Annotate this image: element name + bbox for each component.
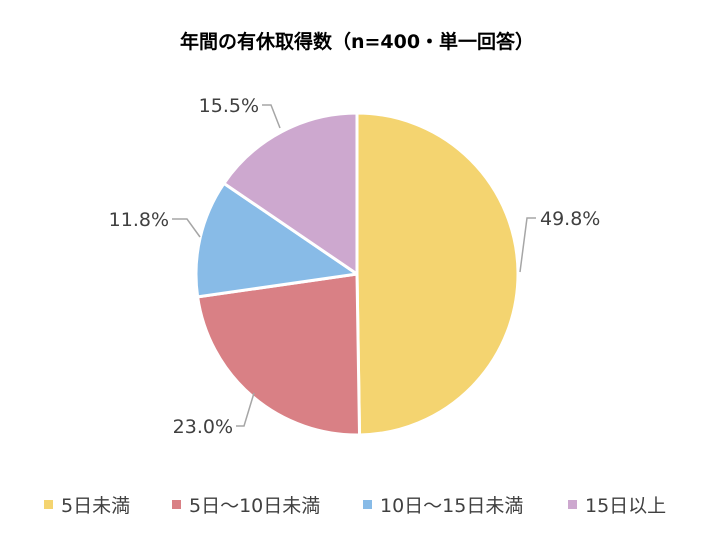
legend-swatch-4 xyxy=(568,500,577,509)
leader-lines xyxy=(172,104,536,427)
data-label-4: 15.5% xyxy=(199,95,259,117)
pie-slice-3 xyxy=(194,181,359,299)
leader-line-3 xyxy=(172,218,201,238)
data-label-3: 11.8% xyxy=(109,209,169,231)
data-labels: 49.8% 23.0% 11.8% 15.5% xyxy=(109,95,601,438)
chart-title: 年間の有休取得数（n=400・単一回答） xyxy=(180,30,534,53)
leader-line-4 xyxy=(262,104,281,129)
leader-line-1 xyxy=(519,217,536,273)
legend-label-2: 5日～10日未満 xyxy=(189,495,320,517)
pie-slice-2 xyxy=(196,272,362,437)
legend-label-4: 15日以上 xyxy=(585,495,666,517)
pie-slices xyxy=(194,111,520,437)
data-label-1: 49.8% xyxy=(540,208,600,230)
leader-line-2 xyxy=(236,392,255,427)
pie-slice-4 xyxy=(222,111,359,276)
legend-swatch-2 xyxy=(172,500,181,509)
legend-label-3: 10日～15日未満 xyxy=(380,495,523,517)
legend-swatch-1 xyxy=(44,500,53,509)
legend: 5日未満 5日～10日未満 10日～15日未満 15日以上 xyxy=(44,495,666,517)
pie-slice-1 xyxy=(355,111,520,437)
legend-swatch-3 xyxy=(363,500,372,509)
legend-label-1: 5日未満 xyxy=(61,495,130,517)
data-label-2: 23.0% xyxy=(173,416,233,438)
